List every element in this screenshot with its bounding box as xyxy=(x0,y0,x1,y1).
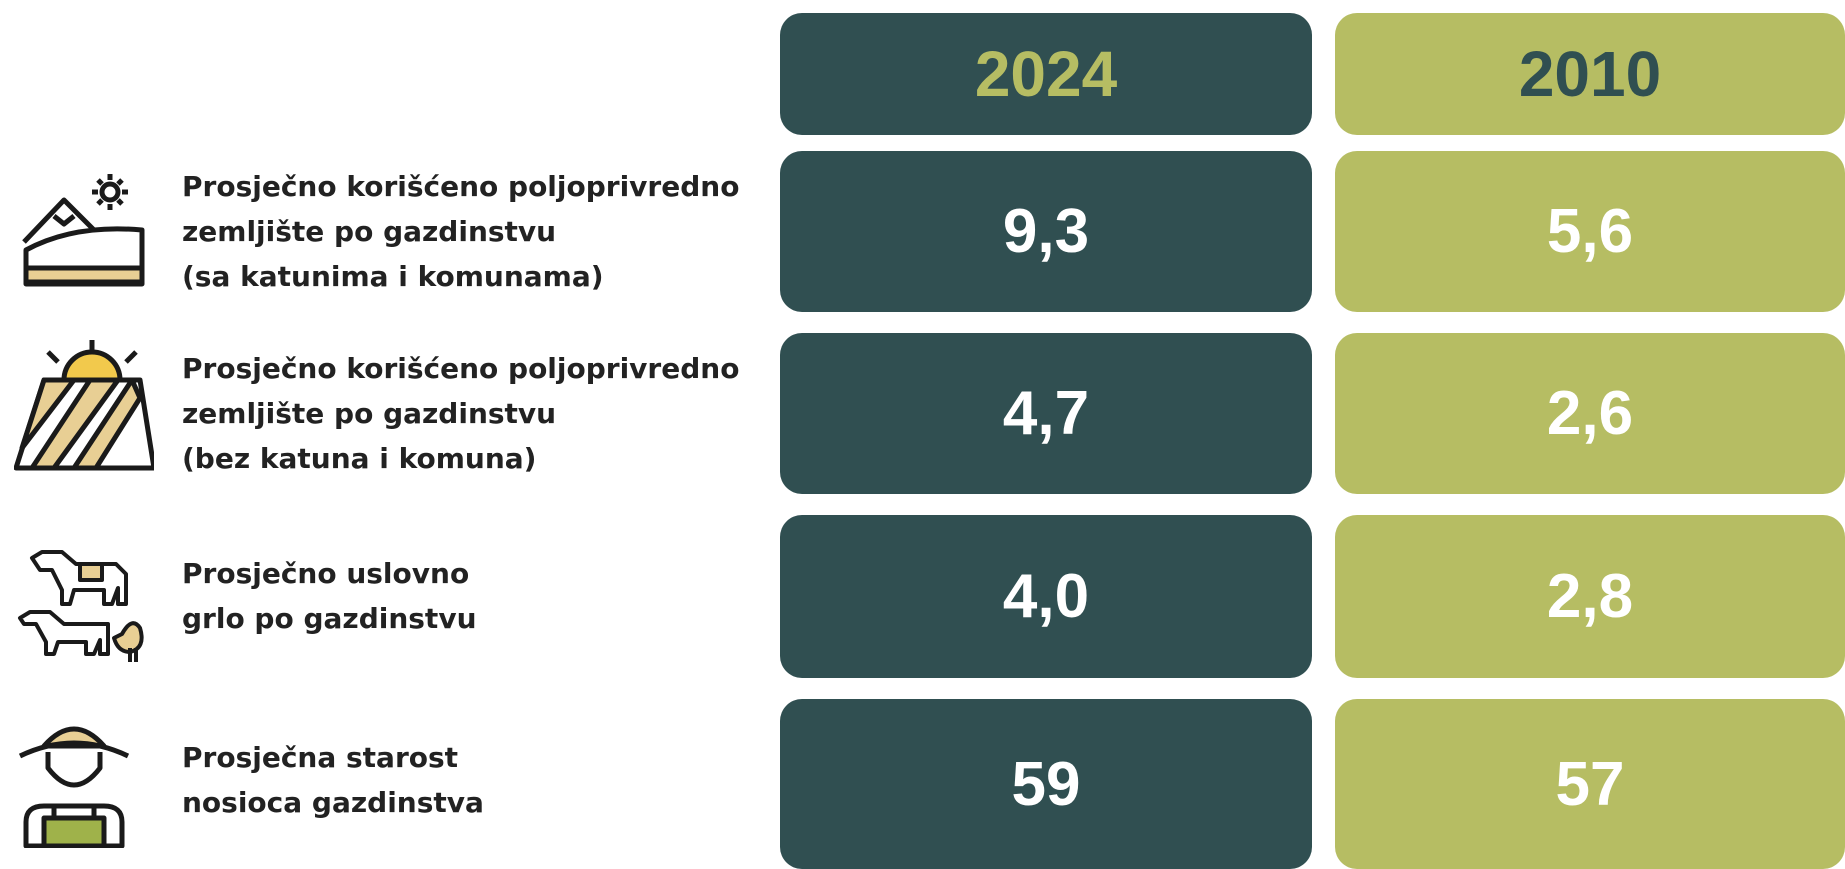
page: 202420109,35,6 Prosječno korišćeno poljop… xyxy=(0,0,1845,854)
value-cell: 9,3 xyxy=(780,151,1312,312)
row-label: Prosječno korišćeno poljoprivredno xyxy=(182,164,739,209)
value-cell: 4,0 xyxy=(780,515,1312,678)
row-label: Prosječno uslovno xyxy=(182,551,469,596)
value-cell: 2,6 xyxy=(1335,333,1845,494)
value-cell: 57 xyxy=(1335,699,1845,869)
icon-field xyxy=(14,338,154,474)
icon-farmer xyxy=(14,718,149,848)
row-label: (bez katuna i komuna) xyxy=(182,436,536,481)
row-label: Prosječno korišćeno poljoprivredno xyxy=(182,346,739,391)
row-label: (sa katunima i komunama) xyxy=(182,254,604,299)
icon-land xyxy=(14,172,149,297)
row-label: zemljište po gazdinstvu xyxy=(182,391,556,436)
column-header: 2024 xyxy=(780,13,1312,135)
value-cell: 59 xyxy=(780,699,1312,869)
row-label: grlo po gazdinstvu xyxy=(182,596,477,641)
value-cell: 5,6 xyxy=(1335,151,1845,312)
value-cell: 2,8 xyxy=(1335,515,1845,678)
column-header: 2010 xyxy=(1335,13,1845,135)
value-cell: 4,7 xyxy=(780,333,1312,494)
icon-livestock xyxy=(14,538,154,674)
row-label: Prosječna starost xyxy=(182,735,458,780)
row-label: nosioca gazdinstva xyxy=(182,780,484,825)
row-label: zemljište po gazdinstvu xyxy=(182,209,556,254)
